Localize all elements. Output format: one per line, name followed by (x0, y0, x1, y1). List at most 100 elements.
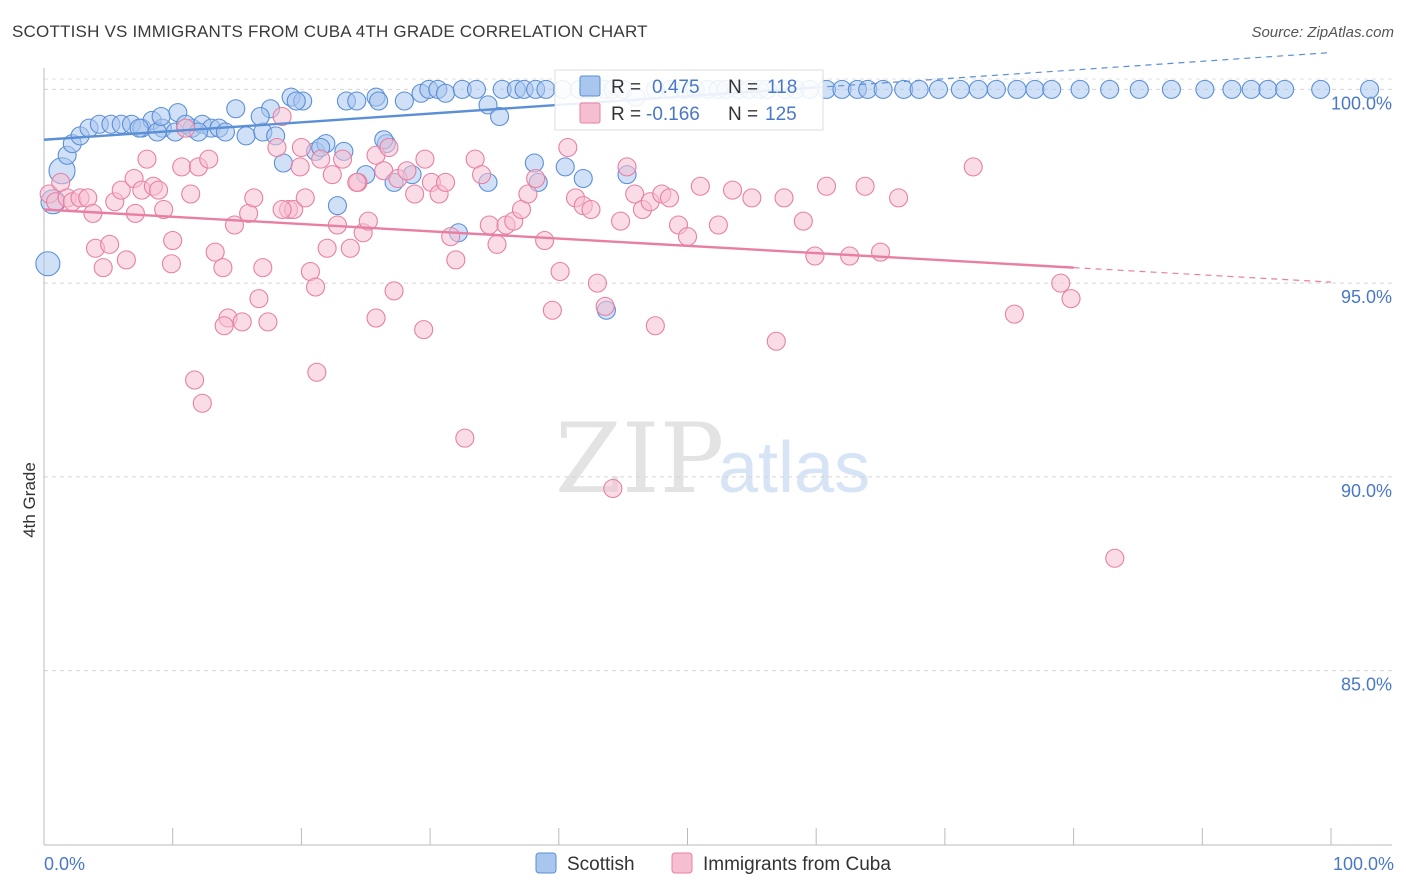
scottish-point (1195, 79, 1215, 99)
scottish-point (369, 91, 389, 111)
cuba-point (111, 180, 131, 200)
cuba-point (518, 184, 538, 204)
cuba-point (889, 188, 909, 208)
cuba-point (272, 106, 292, 127)
scottish-point (1275, 79, 1295, 99)
y-tick-label: 90.0% (1341, 481, 1392, 501)
scottish-point (909, 79, 929, 99)
cuba-point (550, 261, 570, 282)
y-tick-label: 95.0% (1341, 287, 1392, 307)
cuba-point (414, 320, 434, 340)
cuba-point (267, 137, 287, 158)
cuba-point (617, 157, 637, 177)
cuba-point (742, 188, 762, 208)
cuba-point (472, 165, 492, 185)
cuba-point (603, 478, 623, 499)
cuba-point (213, 258, 233, 278)
cuba-point (645, 316, 665, 336)
cuba-point (708, 215, 728, 235)
watermark-atlas: atlas (718, 428, 870, 508)
scottish-point (347, 91, 367, 111)
cuba-swatch (579, 102, 601, 124)
scottish-point (151, 106, 171, 127)
cuba-point (774, 188, 794, 208)
cuba-point (306, 277, 326, 297)
scottish-point (250, 106, 270, 127)
scottish-point (236, 126, 256, 146)
scottish-point (1258, 79, 1278, 99)
cuba-point (793, 211, 813, 231)
cuba-point (415, 149, 435, 169)
bottom-legend: Scottish Immigrants from Cuba (535, 852, 891, 875)
scottish-point (1070, 79, 1090, 99)
cuba-point (446, 250, 466, 270)
cuba-point (611, 211, 631, 231)
scottish-point (466, 79, 486, 99)
scottish-point (536, 79, 556, 99)
cuba-point (535, 230, 555, 251)
x-tick-label-max: 100.0% (1333, 854, 1394, 874)
cuba-point (397, 161, 417, 181)
cuba-point (199, 149, 219, 169)
cuba-r-value: -0.166 (646, 104, 700, 125)
cuba-point (340, 238, 360, 258)
y-tick-label: 85.0% (1341, 675, 1392, 695)
scottish-n-label: N = (728, 77, 758, 98)
cuba-point (148, 180, 169, 200)
cuba-point (272, 199, 292, 220)
axes: 85.0% 90.0% 95.0% 100.0% 0.0% 100.0% (43, 68, 1394, 874)
cuba-point (805, 246, 825, 266)
cuba-point (379, 137, 399, 158)
scottish-point (928, 79, 949, 99)
cuba-point (581, 199, 601, 220)
stats-legend: R = 0.475 N = 118 R = -0.166 N = 125 (554, 69, 824, 131)
chart-title: SCOTTISH VS IMMIGRANTS FROM CUBA 4TH GRA… (12, 22, 648, 41)
cuba-point (253, 258, 273, 278)
cuba-point (93, 258, 113, 278)
scottish-point (1025, 79, 1045, 99)
legend-cuba-swatch (671, 852, 693, 874)
cuba-point (366, 308, 386, 328)
cuba-point (347, 172, 367, 192)
cuba-n-label: N = (728, 104, 758, 125)
cuba-point (1051, 273, 1071, 293)
cuba-point (205, 242, 225, 262)
scottish-point (435, 83, 456, 103)
cuba-point (1061, 289, 1081, 309)
cuba-point (100, 234, 120, 254)
scottish-point (286, 91, 306, 111)
cuba-point (816, 176, 837, 196)
scottish-r-label: R = (611, 77, 641, 98)
cuba-point (405, 184, 425, 204)
cuba-point (172, 157, 192, 177)
cuba-point (625, 184, 645, 204)
scottish-point (327, 196, 347, 216)
cuba-point (154, 199, 174, 220)
scottish-point (986, 79, 1006, 99)
cuba-point (441, 227, 461, 247)
cuba-point (1105, 548, 1125, 568)
scottish-point (1100, 79, 1120, 99)
scottish-point (394, 91, 414, 111)
cuba-point (116, 250, 136, 270)
y-axis-label: 4th Grade (20, 462, 39, 538)
cuba-point (232, 312, 252, 332)
cuba-point (317, 238, 337, 258)
scottish-point (1222, 79, 1242, 99)
cuba-r-label: R = (611, 104, 641, 125)
scottish-trend-line-extension (816, 51, 1332, 89)
x-tick-label-min: 0.0% (44, 854, 85, 874)
scottish-point (226, 99, 246, 119)
scottish-point (1360, 79, 1380, 99)
scottish-point (215, 122, 236, 142)
cuba-point (322, 165, 342, 185)
cuba-point (192, 393, 212, 413)
cuba-point (677, 227, 698, 247)
cuba-point (333, 149, 353, 169)
scottish-point (573, 168, 593, 189)
cuba-trend-line-extension (1073, 267, 1332, 283)
cuba-point (181, 184, 201, 204)
cuba-point (558, 137, 578, 158)
cuba-point (487, 234, 507, 254)
